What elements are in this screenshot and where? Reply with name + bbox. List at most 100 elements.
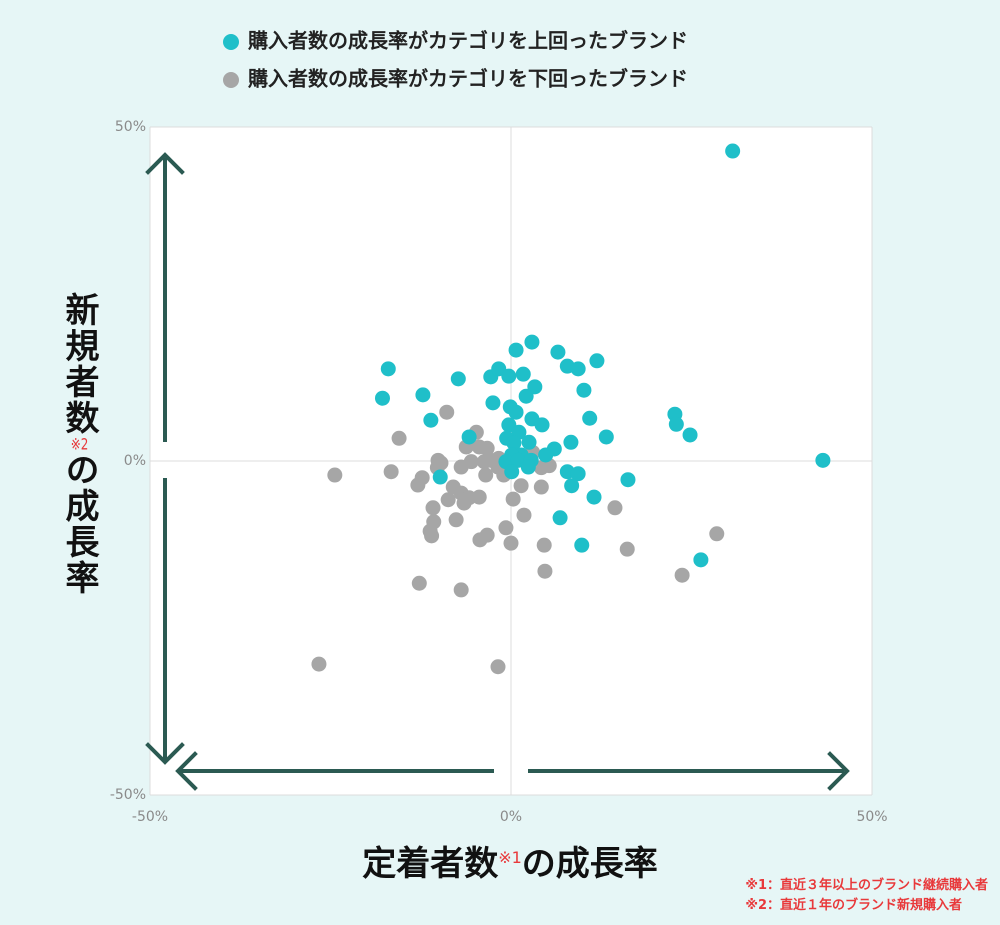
point [508,342,524,358]
points [311,143,831,675]
legend-label: 購入者数の成長率がカテゴリを下回ったブランド [248,67,688,91]
point [520,459,536,475]
point [537,563,553,579]
point [439,404,455,420]
point [432,469,448,485]
point [501,368,517,384]
y-tick-label: 50% [115,119,146,135]
point [485,395,501,411]
legend-label: 購入者数の成長率がカテゴリを上回ったブランド [248,29,688,53]
point [453,459,469,475]
point [534,417,550,433]
point [564,478,580,494]
point [380,361,396,377]
point [476,454,492,470]
point [383,464,399,480]
point [471,489,487,505]
legend: 購入者数の成長率がカテゴリを上回ったブランド購入者数の成長率がカテゴリを下回った… [223,29,688,91]
point [574,537,590,553]
point [607,500,623,516]
point [516,507,532,523]
point [563,434,579,450]
point [448,512,464,528]
point [415,387,431,403]
footnote: ※2：直近１年のブランド新規購入者 [745,898,962,913]
point [414,470,430,486]
point [570,361,586,377]
footnote: ※1：直近３年以上のブランド継続購入者 [745,878,988,893]
arrow-head [145,742,185,765]
axis-arrows [145,152,850,791]
point [524,334,540,350]
point [620,472,636,488]
y-axis-title: 新規者数※2の成長率 [59,292,99,596]
x-tick-label: 50% [856,809,887,825]
point [327,467,343,483]
point [552,510,568,526]
point [518,388,534,404]
point [513,478,529,494]
point [450,371,466,387]
y-title-note: ※2 [70,436,89,452]
y-tick-label: 0% [124,453,146,469]
point [619,541,635,557]
point [521,434,537,450]
point [815,452,831,468]
legend-marker [223,34,239,50]
point [391,430,407,446]
point [423,412,439,428]
point [536,537,552,553]
x-title-main: 定着者数 [362,844,499,884]
point [508,404,524,420]
y-title-main: 新規者数 [59,292,99,436]
point [374,390,390,406]
y-title-rest: の成長率 [59,452,99,596]
footnotes: ※1：直近３年以上のブランド継続購入者 ※2：直近１年のブランド新規購入者 [745,876,988,916]
arrow-head [145,152,185,175]
point [504,464,520,480]
point [506,435,522,451]
point [456,495,472,511]
point [479,527,495,543]
point [550,344,566,360]
point [453,582,469,598]
point [461,429,477,445]
point [598,429,614,445]
point [576,382,592,398]
point [725,143,741,159]
arrow-head [827,751,850,791]
legend-marker [223,72,239,88]
x-tick-label: 0% [500,809,522,825]
point [582,410,598,426]
point [503,535,519,551]
x-title-rest: の成長率 [521,844,658,884]
x-tick-label: -50% [132,809,168,825]
point [505,491,521,507]
x-title-note: ※1 [498,848,522,867]
point [440,492,456,508]
point [538,447,554,463]
point [471,439,487,455]
point [533,479,549,495]
point [422,523,438,539]
point [674,567,690,583]
point [425,500,441,516]
point [709,526,725,542]
point [570,466,586,482]
point [498,520,514,536]
point [668,416,684,432]
point [682,427,698,443]
point [586,489,602,505]
x-axis-title: 定着者数※1の成長率 [0,836,1000,885]
point [693,552,709,568]
point [589,353,605,369]
arrow-head [175,751,198,791]
point [515,366,531,382]
y-tick-label: -50% [110,787,146,803]
point [411,575,427,591]
point [478,467,494,483]
point [490,659,506,675]
point [311,656,327,672]
